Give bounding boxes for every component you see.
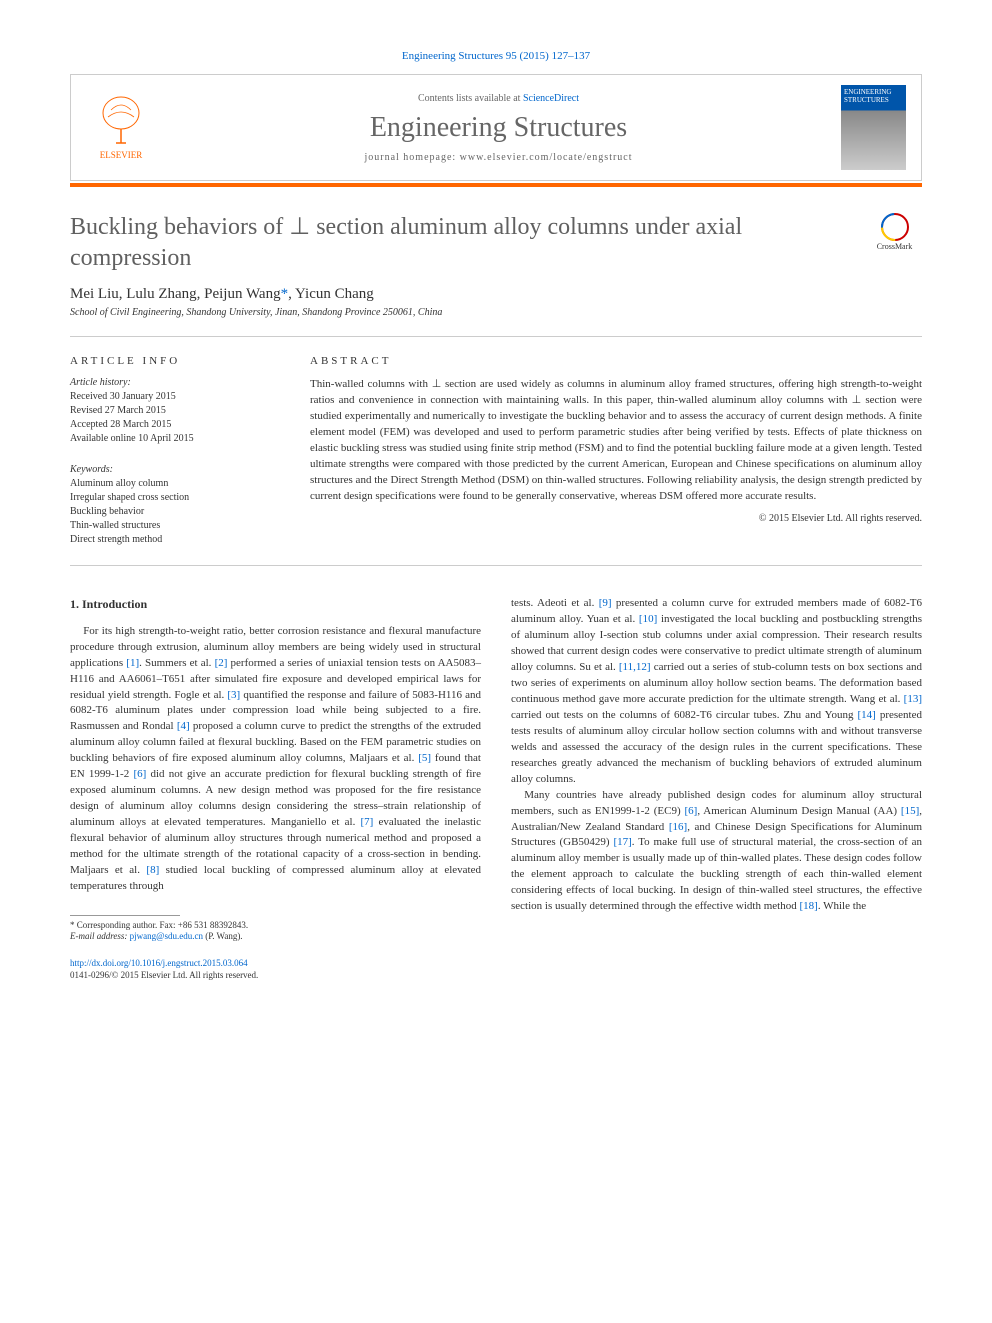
citation-line: Engineering Structures 95 (2015) 127–137	[70, 50, 922, 62]
title-part-1: Buckling behaviors of	[70, 214, 289, 240]
history-revised: Revised 27 March 2015	[70, 404, 270, 418]
abstract-symbol-2: ⊥	[852, 394, 862, 406]
authors-tail: , Yicun Chang	[288, 286, 374, 302]
column-right: tests. Adeoti et al. [9] presented a col…	[511, 596, 922, 981]
keyword: Buckling behavior	[70, 505, 270, 519]
abstract-label: abstract	[310, 355, 922, 367]
intro-paragraph-2: Many countries have already published de…	[511, 788, 922, 916]
ref-link[interactable]: [8]	[146, 864, 159, 876]
ref-link[interactable]: [3]	[227, 689, 240, 701]
text: , American Aluminum Design Manual (AA)	[697, 805, 901, 817]
intro-heading: 1. Introduction	[70, 596, 481, 613]
journal-homepage: journal homepage: www.elsevier.com/locat…	[171, 152, 826, 163]
column-left: 1. Introduction For its high strength-to…	[70, 596, 481, 981]
doi-link[interactable]: http://dx.doi.org/10.1016/j.engstruct.20…	[70, 958, 248, 968]
elsevier-logo: ELSEVIER	[86, 88, 156, 168]
header-center: Contents lists available at ScienceDirec…	[171, 93, 826, 163]
abstract-text: Thin-walled columns with ⊥ section are u…	[310, 377, 922, 505]
elsevier-tree-icon	[96, 95, 146, 150]
title-symbol: ⊥	[289, 214, 310, 240]
ref-link[interactable]: [14]	[858, 709, 876, 721]
divider	[70, 565, 922, 566]
article-info-column: article info Article history: Received 3…	[70, 355, 270, 547]
ref-link[interactable]: [6]	[684, 805, 697, 817]
ref-link[interactable]: [6]	[133, 768, 146, 780]
ref-link[interactable]: [7]	[360, 816, 373, 828]
corresponding-footnote: * Corresponding author. Fax: +86 531 883…	[70, 920, 481, 932]
ref-link[interactable]: [10]	[639, 613, 657, 625]
ref-link[interactable]: [2]	[215, 657, 228, 669]
abstract-column: abstract Thin-walled columns with ⊥ sect…	[310, 355, 922, 547]
divider	[70, 336, 922, 337]
ref-link[interactable]: [15]	[901, 805, 919, 817]
meta-row: article info Article history: Received 3…	[70, 355, 922, 547]
page: Engineering Structures 95 (2015) 127–137…	[0, 0, 992, 1031]
ref-link[interactable]: [9]	[599, 597, 612, 609]
authors: Mei Liu, Lulu Zhang, Peijun Wang*, Yicun…	[70, 286, 922, 303]
authors-list: Mei Liu, Lulu Zhang, Peijun Wang	[70, 286, 281, 302]
journal-header: ELSEVIER Contents lists available at Sci…	[70, 74, 922, 181]
sciencedirect-link[interactable]: ScienceDirect	[523, 93, 579, 104]
abstract-symbol-1: ⊥	[432, 378, 442, 390]
body-columns: 1. Introduction For its high strength-to…	[70, 596, 922, 981]
ref-link[interactable]: [1]	[126, 657, 139, 669]
history-online: Available online 10 April 2015	[70, 432, 270, 446]
crossmark-badge[interactable]: CrossMark	[867, 212, 922, 251]
ref-link[interactable]: [13]	[904, 693, 922, 705]
history-received: Received 30 January 2015	[70, 390, 270, 404]
footnote-rule	[70, 915, 180, 916]
issn-line: 0141-0296/© 2015 Elsevier Ltd. All right…	[70, 970, 258, 980]
email-link[interactable]: pjwang@sdu.edu.cn	[130, 931, 203, 941]
journal-name: Engineering Structures	[171, 112, 826, 144]
intro-paragraph-cont: tests. Adeoti et al. [9] presented a col…	[511, 596, 922, 787]
contents-prefix: Contents lists available at	[418, 93, 523, 104]
corresponding-author-link[interactable]: *	[281, 286, 289, 302]
email-tail: (P. Wang).	[203, 931, 243, 941]
contents-line: Contents lists available at ScienceDirec…	[171, 93, 826, 104]
text: . While the	[818, 900, 866, 912]
crossmark-label: CrossMark	[877, 242, 913, 251]
ref-link[interactable]: [17]	[613, 836, 631, 848]
citation-link[interactable]: Engineering Structures 95 (2015) 127–137	[402, 50, 590, 62]
title-row: Buckling behaviors of ⊥ section aluminum…	[70, 212, 922, 274]
keyword: Thin-walled structures	[70, 519, 270, 533]
email-footnote: E-mail address: pjwang@sdu.edu.cn (P. Wa…	[70, 931, 481, 943]
ref-link[interactable]: [18]	[799, 900, 817, 912]
email-label: E-mail address:	[70, 931, 130, 941]
article-title: Buckling behaviors of ⊥ section aluminum…	[70, 212, 847, 274]
text: . Summers et al.	[139, 657, 214, 669]
text: carried out tests on the columns of 6082…	[511, 709, 858, 721]
keyword: Direct strength method	[70, 533, 270, 547]
affiliation: School of Civil Engineering, Shandong Un…	[70, 307, 922, 318]
ref-link[interactable]: [11,12]	[619, 661, 651, 673]
abstract-part-1: Thin-walled columns with	[310, 378, 432, 390]
history-label: Article history:	[70, 377, 270, 388]
history-accepted: Accepted 28 March 2015	[70, 418, 270, 432]
keyword: Aluminum alloy column	[70, 477, 270, 491]
ref-link[interactable]: [4]	[177, 720, 190, 732]
elsevier-label: ELSEVIER	[100, 150, 143, 160]
ref-link[interactable]: [5]	[418, 752, 431, 764]
doi-block: http://dx.doi.org/10.1016/j.engstruct.20…	[70, 958, 481, 981]
text: tests. Adeoti et al.	[511, 597, 599, 609]
crossmark-icon	[880, 212, 910, 242]
article-info-label: article info	[70, 355, 270, 367]
ref-link[interactable]: [16]	[669, 821, 687, 833]
journal-cover-thumb: ENGINEERING STRUCTURES	[841, 85, 906, 170]
keyword: Irregular shaped cross section	[70, 491, 270, 505]
accent-bar	[70, 183, 922, 187]
keywords-label: Keywords:	[70, 464, 270, 475]
abstract-copyright: © 2015 Elsevier Ltd. All rights reserved…	[310, 513, 922, 524]
abstract-part-3: section were studied experimentally and …	[310, 394, 922, 502]
intro-paragraph: For its high strength-to-weight ratio, b…	[70, 624, 481, 895]
